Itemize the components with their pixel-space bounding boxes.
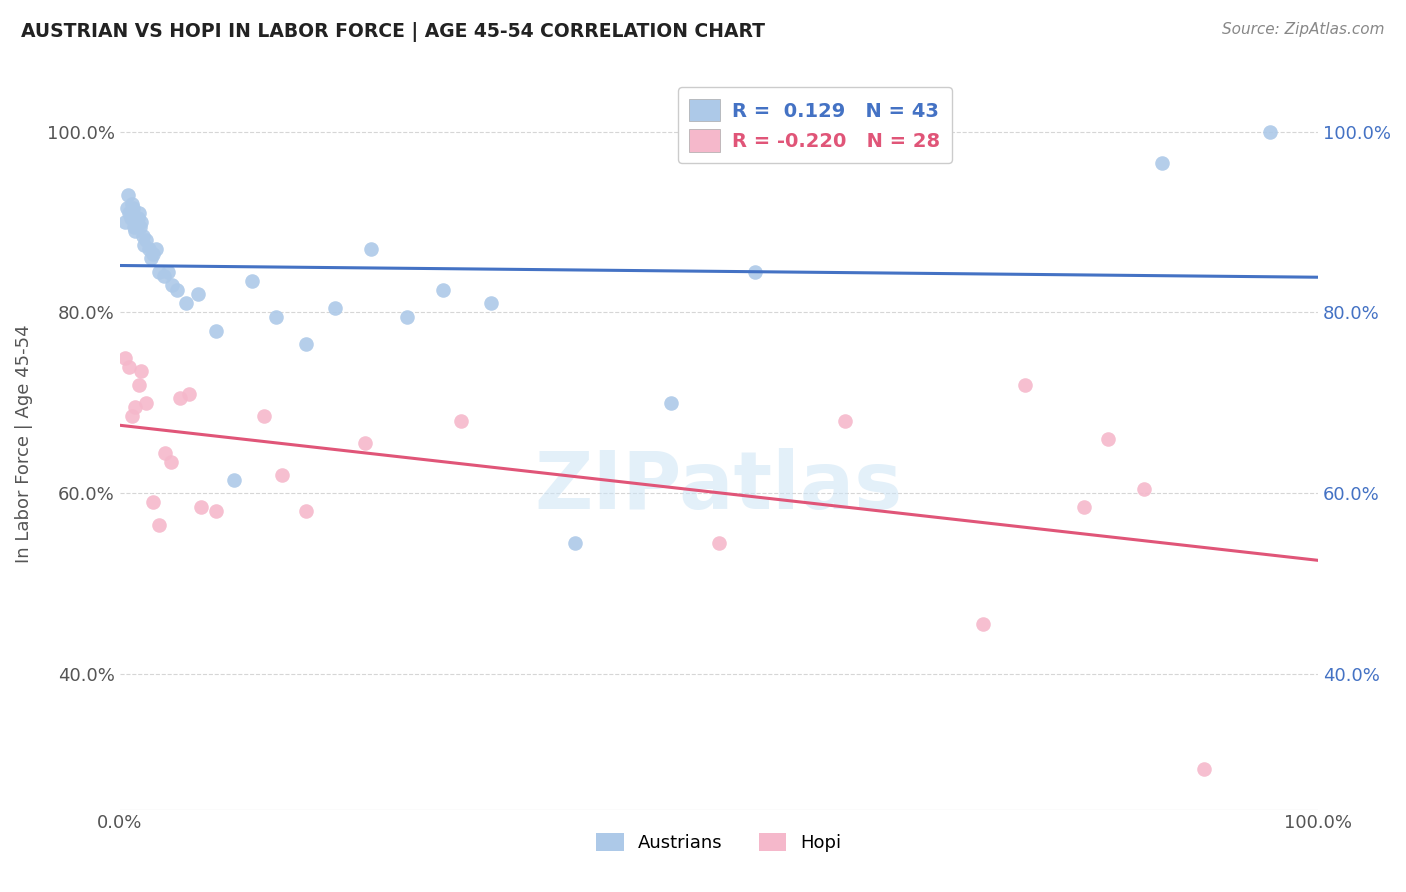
Legend: R =  0.129   N = 43, R = -0.220   N = 28: R = 0.129 N = 43, R = -0.220 N = 28	[678, 87, 952, 163]
Point	[118, 359, 141, 374]
Point	[148, 265, 170, 279]
Point	[125, 215, 148, 229]
Point	[187, 287, 209, 301]
Point	[972, 617, 994, 632]
Text: AUSTRIAN VS HOPI IN LABOR FORCE | AGE 45-54 CORRELATION CHART: AUSTRIAN VS HOPI IN LABOR FORCE | AGE 45…	[21, 22, 765, 42]
Point	[1258, 125, 1281, 139]
Point	[325, 301, 347, 315]
Point	[834, 414, 856, 428]
Point	[124, 224, 146, 238]
Point	[156, 265, 179, 279]
Point	[122, 202, 145, 216]
Point	[142, 495, 165, 509]
Point	[659, 396, 682, 410]
Point	[142, 246, 165, 260]
Point	[135, 396, 157, 410]
Point	[204, 504, 226, 518]
Point	[114, 215, 136, 229]
Point	[264, 310, 287, 324]
Point	[128, 206, 150, 220]
Point	[270, 468, 292, 483]
Point	[252, 409, 274, 424]
Point	[120, 211, 142, 225]
Point	[124, 401, 146, 415]
Point	[160, 454, 183, 468]
Point	[117, 188, 139, 202]
Point	[153, 269, 176, 284]
Point	[240, 274, 263, 288]
Point	[155, 445, 177, 459]
Point	[1014, 377, 1036, 392]
Point	[166, 283, 188, 297]
Point	[744, 265, 766, 279]
Point	[396, 310, 419, 324]
Point	[127, 211, 149, 225]
Point	[128, 377, 150, 392]
Point	[294, 504, 316, 518]
Point	[122, 219, 145, 234]
Point	[1097, 432, 1119, 446]
Point	[145, 242, 167, 256]
Point	[479, 296, 502, 310]
Point	[121, 197, 143, 211]
Point	[169, 392, 191, 406]
Point	[1133, 482, 1156, 496]
Point	[190, 500, 212, 514]
Point	[564, 536, 586, 550]
Point	[1152, 156, 1174, 170]
Y-axis label: In Labor Force | Age 45-54: In Labor Force | Age 45-54	[15, 324, 32, 563]
Point	[121, 409, 143, 424]
Text: Source: ZipAtlas.com: Source: ZipAtlas.com	[1222, 22, 1385, 37]
Point	[135, 233, 157, 247]
Point	[131, 364, 153, 378]
Point	[432, 283, 454, 297]
Point	[450, 414, 472, 428]
Point	[131, 228, 153, 243]
Point	[115, 202, 138, 216]
Point	[222, 473, 245, 487]
Point	[129, 219, 152, 234]
Point	[139, 251, 162, 265]
Point	[179, 386, 201, 401]
Point	[360, 242, 382, 256]
Point	[118, 206, 141, 220]
Point	[174, 296, 197, 310]
Point	[132, 237, 155, 252]
Point	[114, 351, 136, 365]
Point	[1194, 762, 1216, 776]
Point	[138, 242, 160, 256]
Point	[294, 337, 316, 351]
Point	[354, 436, 377, 450]
Point	[707, 536, 730, 550]
Point	[131, 215, 153, 229]
Point	[204, 324, 226, 338]
Text: ZIPatlas: ZIPatlas	[534, 449, 903, 526]
Point	[148, 517, 170, 532]
Point	[162, 278, 184, 293]
Point	[1073, 500, 1095, 514]
